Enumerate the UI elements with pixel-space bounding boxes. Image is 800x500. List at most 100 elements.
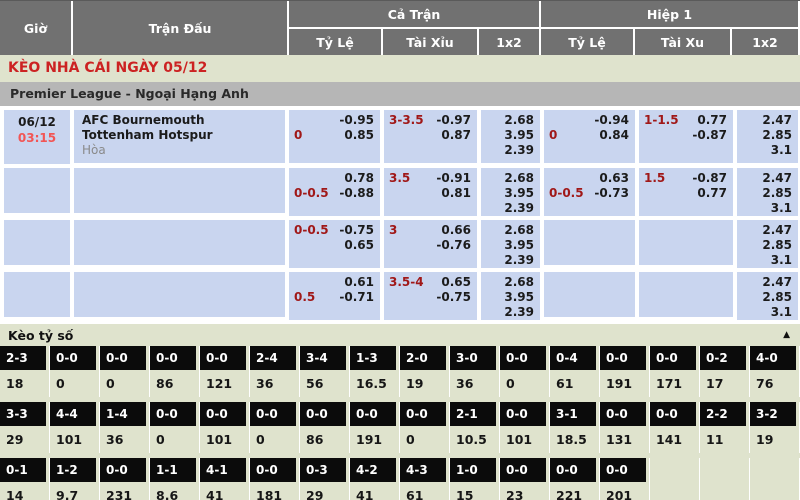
score-label: 0-0 — [500, 346, 546, 370]
score-row: 2-3 18 0-0 0 0-0 0 0-0 86 0-0 121 2-4 36 3-4 56… — [0, 346, 800, 397]
score-cell[interactable]: 0-1 14 — [0, 458, 50, 500]
score-cell[interactable]: 4-0 76 — [750, 346, 800, 397]
score-cell[interactable]: 0-0 23 — [500, 458, 550, 500]
ft-handicap-odds[interactable]: -0.95 0 0.85 — [289, 110, 380, 163]
score-cell[interactable]: 0-0 171 — [650, 346, 700, 397]
score-cell[interactable]: 0-0 191 — [350, 402, 400, 453]
match-teams[interactable]: AFC Bournemouth Tottenham Hotspur Hòa — [74, 110, 285, 163]
header-sub-ft-overunder: Tài Xỉu — [383, 29, 477, 55]
score-cell[interactable]: 0-0 191 — [600, 346, 650, 397]
ft-1x2-odds[interactable]: 2.68 3.95 2.39 — [481, 220, 540, 268]
odds-row: 0.78 0-0.5 -0.88 3.5 -0.91 0.81 2.68 3.95 … — [4, 168, 798, 216]
score-cell[interactable]: 0-0 131 — [600, 402, 650, 453]
header-sub-h1-overunder: Tài Xu — [635, 29, 730, 55]
h1-1x2-odds[interactable]: 2.47 2.85 3.1 — [737, 272, 798, 320]
ft-handicap-odds[interactable]: 0.61 0.5 -0.71 — [289, 272, 380, 320]
kickoff-time: 03:15 — [17, 131, 57, 145]
score-label: 0-0 — [300, 402, 346, 426]
score-cell[interactable]: 0-0 231 — [100, 458, 150, 500]
score-cell[interactable]: 0-0 101 — [200, 402, 250, 453]
ft-handicap-odds[interactable]: 0-0.5 -0.75 0.65 — [289, 220, 380, 268]
home-team: AFC Bournemouth — [82, 113, 205, 127]
header-sub-ft-handicap: Tỷ Lệ — [289, 29, 381, 55]
score-cell[interactable]: 0-3 29 — [300, 458, 350, 500]
ft-handicap-odds[interactable]: 0.78 0-0.5 -0.88 — [289, 168, 380, 216]
score-label: 4-3 — [400, 458, 446, 482]
score-label: 0-0 — [600, 458, 646, 482]
score-cell[interactable]: 0-0 0 — [500, 346, 550, 397]
score-odd: 101 — [506, 432, 533, 447]
score-odd: 61 — [556, 376, 574, 391]
score-cell[interactable]: 0-0 181 — [250, 458, 300, 500]
score-cell[interactable]: 0-2 17 — [700, 346, 750, 397]
score-cell[interactable]: 1-0 15 — [450, 458, 500, 500]
score-label: 0-0 — [150, 402, 196, 426]
ft-1x2-odds[interactable]: 2.68 3.95 2.39 — [481, 110, 540, 163]
h1-handicap-odds[interactable]: -0.94 0 0.84 — [544, 110, 635, 163]
score-odd: 10.5 — [456, 432, 487, 447]
score-cell[interactable]: 0-0 201 — [600, 458, 650, 500]
score-cell[interactable]: 3-3 29 — [0, 402, 50, 453]
score-cell[interactable]: 3-2 19 — [750, 402, 800, 453]
score-odd: 15 — [456, 488, 474, 500]
score-odd: 19 — [756, 432, 774, 447]
ft-overunder-odds[interactable]: 3-3.5 -0.97 0.87 — [384, 110, 477, 163]
h1-overunder-odds[interactable]: 1-1.5 0.77 -0.87 — [639, 110, 733, 163]
score-odd: 14 — [6, 488, 24, 500]
score-cell[interactable]: 0-0 86 — [150, 346, 200, 397]
collapse-arrow-icon[interactable]: ▲ — [783, 330, 790, 340]
h1-overunder-odds-empty — [639, 220, 733, 265]
score-odd: 0 — [56, 376, 65, 391]
score-cell[interactable]: 0-0 0 — [150, 402, 200, 453]
h1-handicap-odds[interactable]: 0.63 0-0.5 -0.73 — [544, 168, 635, 216]
score-cell[interactable]: 1-1 8.6 — [150, 458, 200, 500]
score-cell[interactable]: 0-0 141 — [650, 402, 700, 453]
score-cell[interactable]: 2-4 36 — [250, 346, 300, 397]
ft-overunder-odds[interactable]: 3 0.66 -0.76 — [384, 220, 477, 268]
score-cell[interactable]: 2-2 11 — [700, 402, 750, 453]
correct-score-header[interactable]: Kèo tỷ số ▲ — [0, 324, 800, 346]
score-cell[interactable]: 0-0 101 — [500, 402, 550, 453]
ft-1x2-odds[interactable]: 2.68 3.95 2.39 — [481, 272, 540, 320]
score-cell[interactable]: 0-0 221 — [550, 458, 600, 500]
score-cell[interactable]: 0-0 0 — [250, 402, 300, 453]
score-cell[interactable]: 2-0 19 — [400, 346, 450, 397]
h1-1x2-odds[interactable]: 2.47 2.85 3.1 — [737, 110, 798, 163]
score-cell[interactable]: 4-3 61 — [400, 458, 450, 500]
h1-overunder-odds[interactable]: 1.5 -0.87 0.77 — [639, 168, 733, 216]
ft-overunder-odds[interactable]: 3.5-4 0.65 -0.75 — [384, 272, 477, 320]
score-cell[interactable]: 3-1 18.5 — [550, 402, 600, 453]
score-odd: 221 — [556, 488, 583, 500]
score-odd: 36 — [256, 376, 274, 391]
score-cell[interactable]: 2-3 18 — [0, 346, 50, 397]
score-cell[interactable]: 0-0 0 — [50, 346, 100, 397]
score-odd: 19 — [406, 376, 424, 391]
score-cell[interactable]: 4-2 41 — [350, 458, 400, 500]
score-cell[interactable]: 1-3 16.5 — [350, 346, 400, 397]
header-sub-h1-handicap: Tỷ Lệ — [541, 29, 633, 55]
h1-1x2-odds[interactable]: 2.47 2.85 3.1 — [737, 220, 798, 268]
score-cell[interactable]: 0-0 86 — [300, 402, 350, 453]
score-cell[interactable]: 2-1 10.5 — [450, 402, 500, 453]
ft-1x2-odds[interactable]: 2.68 3.95 2.39 — [481, 168, 540, 216]
score-cell[interactable]: 4-4 101 — [50, 402, 100, 453]
score-label: 0-2 — [700, 346, 746, 370]
score-cell[interactable]: 1-4 36 — [100, 402, 150, 453]
match-cell-empty — [74, 220, 285, 265]
score-cell[interactable]: 4-1 41 — [200, 458, 250, 500]
h1-1x2-odds[interactable]: 2.47 2.85 3.1 — [737, 168, 798, 216]
time-cell-empty — [4, 220, 70, 265]
score-odd: 131 — [606, 432, 633, 447]
score-cell[interactable]: 1-2 9.7 — [50, 458, 100, 500]
score-cell[interactable]: 3-4 56 — [300, 346, 350, 397]
score-cell[interactable]: 0-0 121 — [200, 346, 250, 397]
score-cell[interactable]: 0-4 61 — [550, 346, 600, 397]
score-cell[interactable]: 0-0 0 — [400, 402, 450, 453]
ft-overunder-odds[interactable]: 3.5 -0.91 0.81 — [384, 168, 477, 216]
league-header[interactable]: Premier League - Ngoại Hạng Anh — [0, 82, 800, 106]
score-cell[interactable]: 0-0 0 — [100, 346, 150, 397]
score-odd: 86 — [156, 376, 174, 391]
score-odd: 86 — [306, 432, 324, 447]
score-label: 1-2 — [50, 458, 96, 482]
score-cell[interactable]: 3-0 36 — [450, 346, 500, 397]
